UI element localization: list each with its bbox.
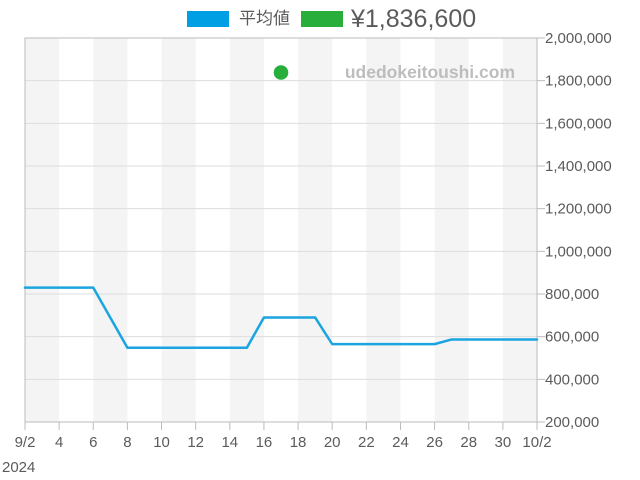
- svg-text:1,200,000: 1,200,000: [545, 201, 612, 218]
- svg-text:8: 8: [123, 434, 131, 451]
- svg-text:6: 6: [89, 434, 97, 451]
- svg-text:400,000: 400,000: [545, 371, 599, 388]
- svg-text:12: 12: [187, 434, 204, 451]
- svg-text:1,000,000: 1,000,000: [545, 243, 612, 260]
- svg-text:2,000,000: 2,000,000: [545, 30, 612, 47]
- svg-text:10: 10: [153, 434, 170, 451]
- svg-text:1,800,000: 1,800,000: [545, 73, 612, 90]
- svg-text:20: 20: [324, 434, 341, 451]
- svg-text:1,600,000: 1,600,000: [545, 115, 612, 132]
- svg-text:1,400,000: 1,400,000: [545, 158, 612, 175]
- svg-text:26: 26: [426, 434, 443, 451]
- svg-text:22: 22: [358, 434, 375, 451]
- svg-text:600,000: 600,000: [545, 329, 599, 346]
- svg-text:14: 14: [221, 434, 238, 451]
- svg-text:18: 18: [290, 434, 307, 451]
- svg-text:200,000: 200,000: [545, 414, 599, 431]
- svg-text:平均値: 平均値: [239, 9, 290, 28]
- svg-text:30: 30: [495, 434, 512, 451]
- svg-text:¥1,836,600: ¥1,836,600: [350, 5, 476, 33]
- svg-text:4: 4: [55, 434, 63, 451]
- svg-text:2024: 2024: [2, 459, 35, 476]
- svg-text:24: 24: [392, 434, 409, 451]
- svg-text:800,000: 800,000: [545, 286, 599, 303]
- svg-text:udedokeitoushi.com: udedokeitoushi.com: [345, 62, 515, 82]
- svg-text:16: 16: [256, 434, 273, 451]
- svg-text:10/2: 10/2: [522, 434, 551, 451]
- svg-text:28: 28: [460, 434, 477, 451]
- svg-text:9/2: 9/2: [15, 434, 36, 451]
